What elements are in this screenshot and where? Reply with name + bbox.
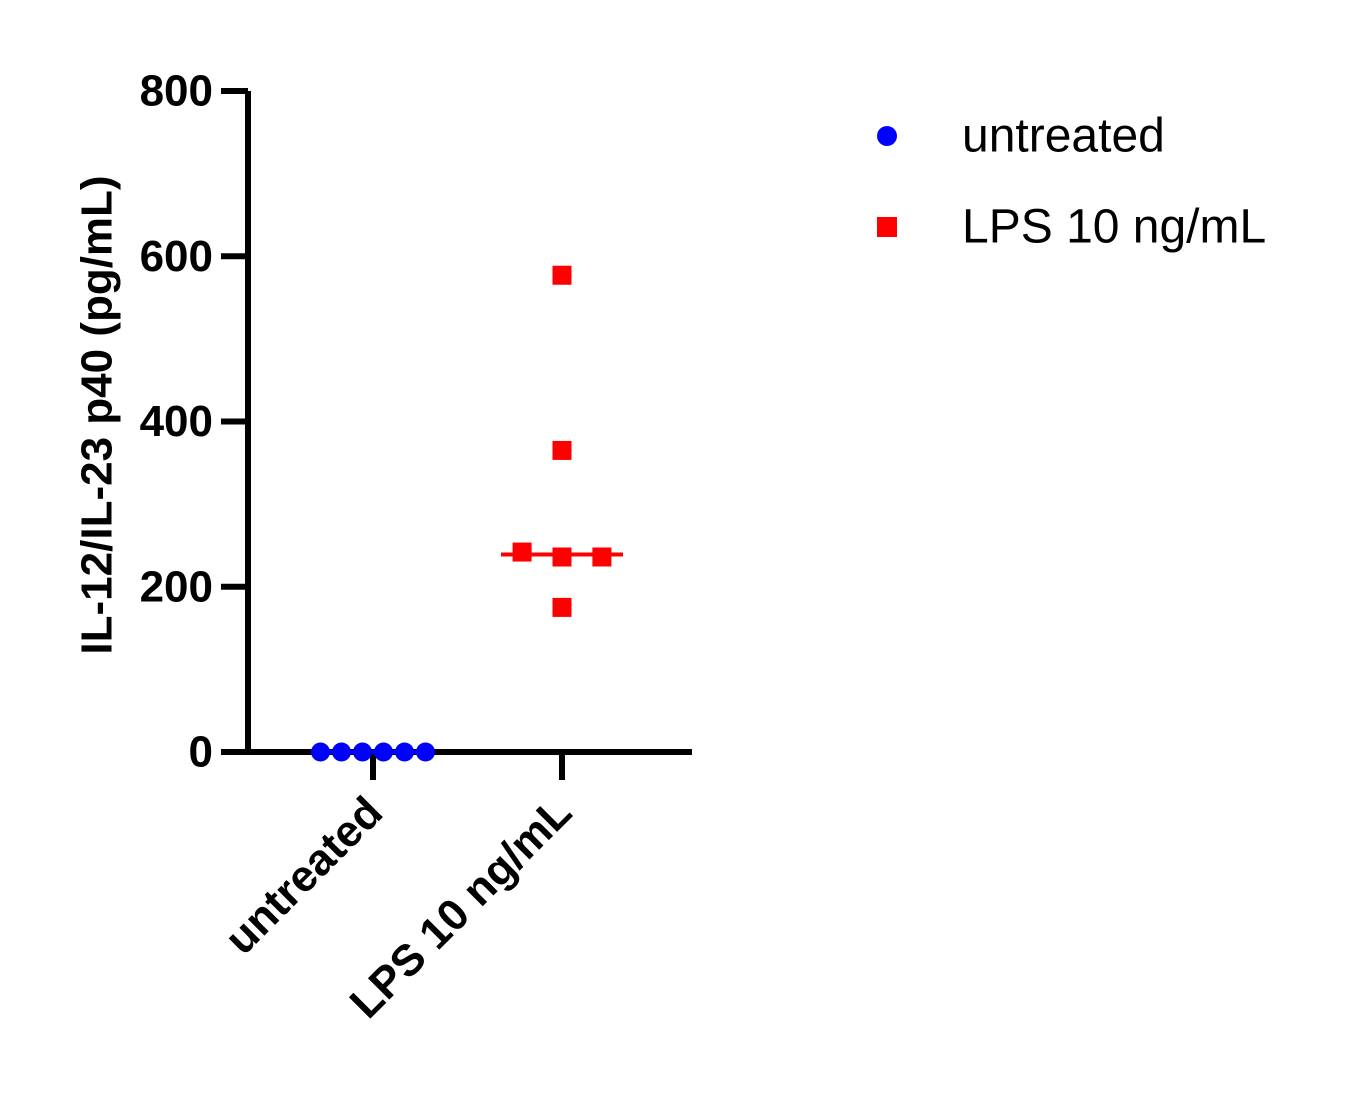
legend-marker [877, 126, 897, 146]
point-lps-10-ng-ml [512, 542, 532, 562]
legend: untreated LPS 10 ng/mL [877, 110, 1266, 254]
y-tick-label: 600 [140, 232, 213, 281]
y-tick-label: 200 [140, 562, 213, 611]
y-axis-label: IL-12/IL-23 p40 (pg/mL) [73, 175, 122, 654]
point-lps-10-ng-ml [552, 547, 572, 567]
point-lps-10-ng-ml [552, 265, 572, 285]
legend-label: untreated [962, 110, 1165, 163]
point-lps-10-ng-ml [552, 597, 572, 617]
data-points [311, 265, 623, 762]
legend-label: LPS 10 ng/mL [962, 201, 1266, 254]
y-tick-label: 0 [189, 728, 213, 777]
y-ticks: 0 200 400 600 800 [140, 67, 248, 777]
y-tick-label: 400 [140, 397, 213, 446]
point-lps-10-ng-ml [592, 547, 612, 567]
point-lps-10-ng-ml [552, 440, 572, 460]
legend-marker [877, 217, 897, 237]
x-tick-label: untreated [216, 787, 392, 963]
y-tick-label: 800 [140, 67, 213, 116]
